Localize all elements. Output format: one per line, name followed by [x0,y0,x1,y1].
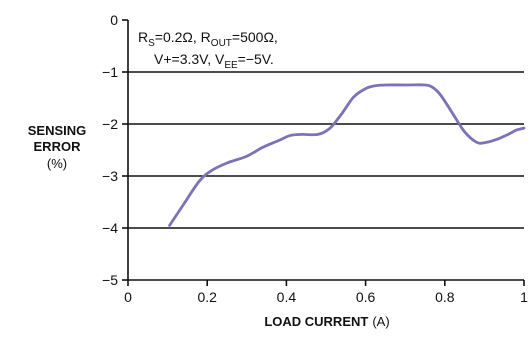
y-axis-title-line-2: ERROR [34,139,82,154]
x-tick-label: 1 [520,289,528,305]
series-layer [168,83,526,227]
y-axis-title-line-1: SENSING [28,123,87,138]
x-tick-label: 0.2 [197,289,217,305]
x-tick-label: 0.4 [277,289,297,305]
y-tick-label: −5 [102,272,118,288]
y-tick-label: −1 [102,64,118,80]
series-line-1 [168,83,526,227]
y-tick-label: −4 [102,220,118,236]
axes [122,19,525,286]
x-tick-label: 0.8 [435,289,455,305]
tick-labels: 0 −1 −2 −3 −4 −5 0 0.2 0.4 0.6 0.8 1 [102,12,528,305]
annotation-line-2: V+=3.3V, VEE=−5V. [154,51,274,71]
gridlines [128,71,524,229]
y-axis-title-line-3: (%) [47,156,67,171]
annotation-line-1: RS=0.2Ω, ROUT=500Ω, [138,29,278,49]
annotation-box [130,22,336,70]
y-tick-label: −3 [102,168,118,184]
x-tick-label: 0.6 [356,289,376,305]
y-tick-label: 0 [110,12,118,28]
x-axis-title: LOAD CURRENT (A) [264,314,389,329]
x-tick-label: 0 [124,289,132,305]
y-tick-label: −2 [102,116,118,132]
